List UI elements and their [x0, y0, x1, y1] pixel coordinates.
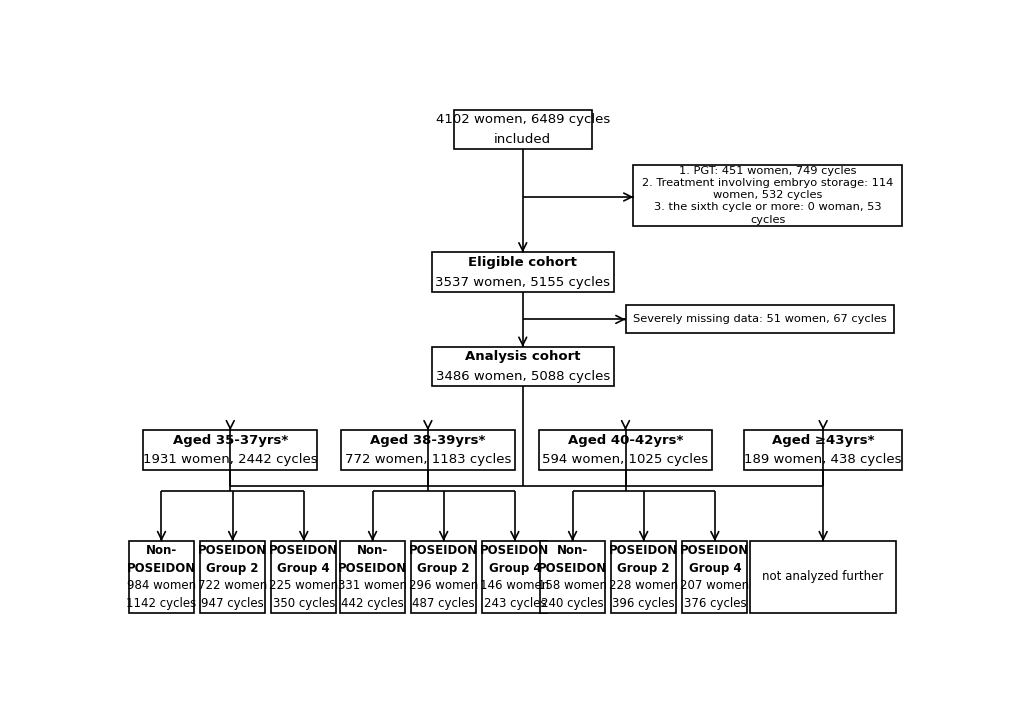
FancyBboxPatch shape	[143, 431, 317, 470]
Text: cycles: cycles	[749, 215, 785, 225]
FancyBboxPatch shape	[538, 431, 711, 470]
Text: Aged 38-39yrs*: Aged 38-39yrs*	[370, 434, 485, 447]
Text: 1142 cycles: 1142 cycles	[126, 597, 197, 610]
Text: 487 cycles: 487 cycles	[412, 597, 475, 610]
Text: Eligible cohort: Eligible cohort	[468, 256, 577, 269]
Text: 146 women: 146 women	[480, 580, 549, 593]
Text: 350 cycles: 350 cycles	[272, 597, 334, 610]
Text: Non-: Non-	[357, 543, 388, 557]
Text: Group 2: Group 2	[206, 562, 259, 575]
Text: 3486 women, 5088 cycles: 3486 women, 5088 cycles	[435, 370, 609, 383]
Text: POSEIDON: POSEIDON	[480, 543, 549, 557]
FancyBboxPatch shape	[610, 541, 676, 612]
Text: Group 4: Group 4	[277, 562, 330, 575]
Text: Group 2: Group 2	[616, 562, 669, 575]
Text: POSEIDON: POSEIDON	[608, 543, 678, 557]
Text: POSEIDON: POSEIDON	[198, 543, 267, 557]
Text: included: included	[493, 133, 551, 146]
Text: Aged ≥43yrs*: Aged ≥43yrs*	[771, 434, 873, 447]
Text: 243 cycles: 243 cycles	[483, 597, 545, 610]
FancyBboxPatch shape	[453, 110, 591, 149]
Text: Aged 35-37yrs*: Aged 35-37yrs*	[172, 434, 287, 447]
FancyBboxPatch shape	[633, 165, 902, 225]
FancyBboxPatch shape	[431, 347, 613, 386]
Text: 722 women: 722 women	[198, 580, 267, 593]
Text: Group 4: Group 4	[688, 562, 741, 575]
Text: POSEIDON: POSEIDON	[126, 562, 196, 575]
Text: women, 532 cycles: women, 532 cycles	[712, 190, 821, 200]
Text: 1931 women, 2442 cycles: 1931 women, 2442 cycles	[143, 453, 317, 466]
Text: Severely missing data: 51 women, 67 cycles: Severely missing data: 51 women, 67 cycl…	[633, 314, 886, 324]
Text: POSEIDON: POSEIDON	[409, 543, 478, 557]
Text: 296 women: 296 women	[409, 580, 478, 593]
Text: POSEIDON: POSEIDON	[269, 543, 338, 557]
Text: 1. PGT: 451 women, 749 cycles: 1. PGT: 451 women, 749 cycles	[679, 166, 856, 176]
Text: POSEIDON: POSEIDON	[537, 562, 606, 575]
FancyBboxPatch shape	[625, 304, 894, 333]
Text: 2. Treatment involving embryo storage: 114: 2. Treatment involving embryo storage: 1…	[642, 178, 893, 188]
FancyBboxPatch shape	[339, 541, 405, 612]
Text: 772 women, 1183 cycles: 772 women, 1183 cycles	[344, 453, 511, 466]
Text: 189 women, 438 cycles: 189 women, 438 cycles	[744, 453, 901, 466]
FancyBboxPatch shape	[271, 541, 336, 612]
Text: Aged 40-42yrs*: Aged 40-42yrs*	[568, 434, 683, 447]
Text: 3. the sixth cycle or more: 0 woman, 53: 3. the sixth cycle or more: 0 woman, 53	[653, 202, 880, 212]
Text: Group 2: Group 2	[417, 562, 470, 575]
Text: 158 women: 158 women	[538, 580, 606, 593]
Text: not analyzed further: not analyzed further	[762, 570, 882, 583]
Text: Analysis cohort: Analysis cohort	[465, 350, 580, 363]
Text: POSEIDON: POSEIDON	[680, 543, 749, 557]
FancyBboxPatch shape	[744, 431, 902, 470]
Text: 228 women: 228 women	[608, 580, 678, 593]
Text: 947 cycles: 947 cycles	[201, 597, 264, 610]
Text: 984 women: 984 women	[126, 580, 196, 593]
Text: 225 women: 225 women	[269, 580, 338, 593]
FancyBboxPatch shape	[129, 541, 194, 612]
Text: 3537 women, 5155 cycles: 3537 women, 5155 cycles	[435, 276, 609, 289]
Text: 376 cycles: 376 cycles	[683, 597, 746, 610]
Text: 207 women: 207 women	[680, 580, 749, 593]
Text: 240 cycles: 240 cycles	[541, 597, 603, 610]
Text: Non-: Non-	[556, 543, 588, 557]
FancyBboxPatch shape	[482, 541, 547, 612]
Text: 331 women: 331 women	[337, 580, 407, 593]
FancyBboxPatch shape	[749, 541, 896, 612]
Text: 4102 women, 6489 cycles: 4102 women, 6489 cycles	[435, 113, 609, 126]
FancyBboxPatch shape	[431, 252, 613, 292]
Text: Non-: Non-	[146, 543, 177, 557]
FancyBboxPatch shape	[540, 541, 604, 612]
FancyBboxPatch shape	[340, 431, 515, 470]
Text: 442 cycles: 442 cycles	[340, 597, 404, 610]
Text: POSEIDON: POSEIDON	[337, 562, 407, 575]
FancyBboxPatch shape	[682, 541, 747, 612]
Text: 396 cycles: 396 cycles	[611, 597, 675, 610]
FancyBboxPatch shape	[200, 541, 265, 612]
FancyBboxPatch shape	[411, 541, 476, 612]
Text: Group 4: Group 4	[488, 562, 541, 575]
Text: 594 women, 1025 cycles: 594 women, 1025 cycles	[542, 453, 708, 466]
